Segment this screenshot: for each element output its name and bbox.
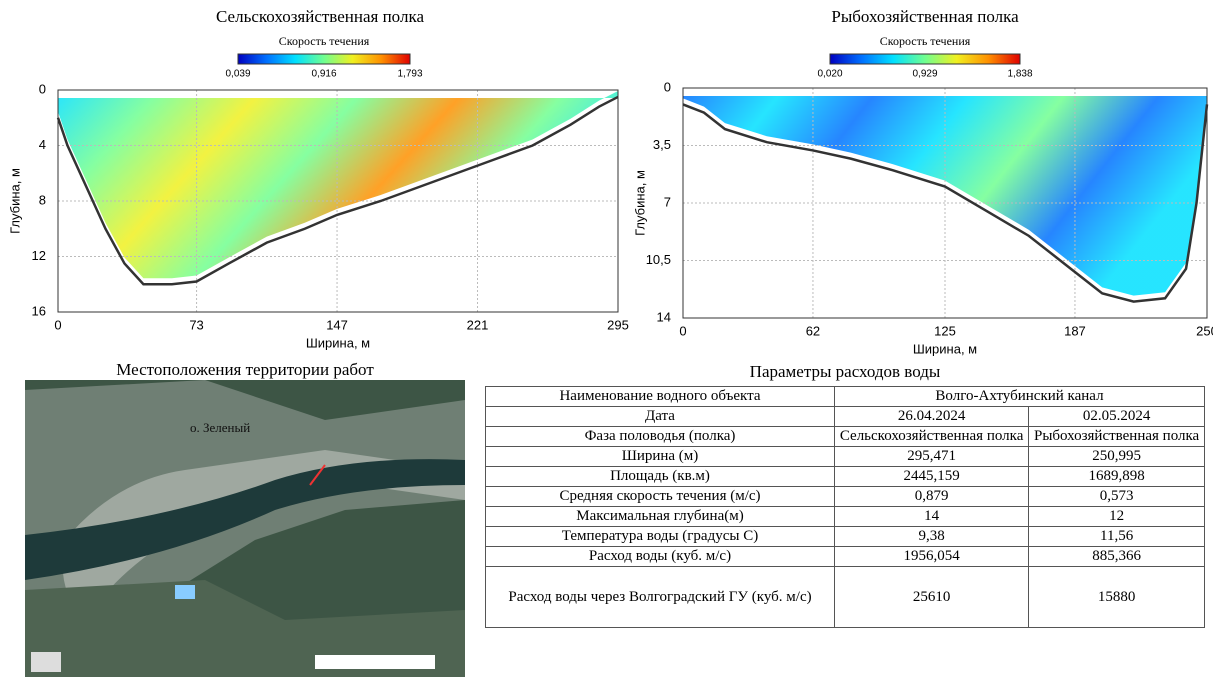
- x-tick-label: 125: [934, 323, 956, 338]
- map-section: [309, 464, 326, 486]
- table-cell: 2445,159: [833, 466, 1030, 487]
- table-cell: Площадь (кв.м): [485, 466, 835, 487]
- x-tick-label: 295: [607, 317, 629, 332]
- header-cell: Волго-Ахтубинский канал: [834, 386, 1205, 407]
- table-cell: Рыбохозяйственная полка: [1028, 426, 1205, 447]
- x-tick-label: 221: [467, 317, 489, 332]
- bottom-profile: [56, 95, 619, 286]
- table-row: Фаза половодья (полка) Сельскохозяйственн…: [485, 426, 1205, 447]
- map-river: [25, 459, 465, 580]
- table-cell: 26.04.2024: [833, 406, 1030, 427]
- table-cell: 1956,054: [833, 546, 1030, 567]
- table-row: Средняя скорость течения (м/с) 0,879 0,573: [485, 486, 1205, 507]
- table-cell: Расход воды через Волгоградский ГУ (куб.…: [485, 566, 835, 628]
- table-cell: 885,366: [1028, 546, 1205, 567]
- velocity-field: [58, 90, 618, 279]
- chart-title: Рыбохозяйственная полка: [831, 7, 1019, 26]
- table-cell: 250,995: [1028, 446, 1205, 467]
- x-axis-label: Ширина, м: [913, 341, 977, 356]
- y-tick-label: 4: [39, 137, 46, 152]
- y-tick-label: 3,5: [653, 137, 671, 152]
- table-title: Параметры расходов воды: [749, 362, 941, 381]
- colorbar-tick-label: 0,916: [311, 69, 336, 80]
- y-tick-label: 10,5: [646, 252, 671, 267]
- table-header: Наименование водного объекта Волго-Ахтуб…: [485, 386, 1205, 407]
- table-cell: Сельскохозяйственная полка: [833, 426, 1030, 447]
- y-tick-label: 0: [664, 79, 671, 94]
- table-cell: 1689,898: [1028, 466, 1205, 487]
- colorbar-title: Скорость течения: [279, 34, 370, 48]
- map-pond: [175, 585, 195, 599]
- x-tick-label: 0: [679, 323, 686, 338]
- table-row: Максимальная глубина(м) 14 12: [485, 506, 1205, 527]
- chart-title: Сельскохозяйственная полка: [216, 7, 424, 26]
- y-tick-label: 7: [664, 194, 671, 209]
- map-legend: [31, 652, 61, 672]
- colorbar-tick-label: 0,929: [912, 69, 937, 80]
- x-tick-label: 250: [1196, 323, 1213, 338]
- colorbar-tick-label: 0,039: [225, 69, 250, 80]
- table-row: Расход воды через Волгоградский ГУ (куб.…: [485, 566, 1205, 628]
- table-cell: 25610: [833, 566, 1030, 628]
- y-tick-label: 0: [39, 81, 46, 96]
- header-cell: Наименование водного объекта: [485, 386, 835, 407]
- table-cell: Фаза половодья (полка): [485, 426, 835, 447]
- y-tick-label: 12: [32, 248, 46, 263]
- x-tick-label: 73: [189, 317, 203, 332]
- colorbar-tick-label: 1,793: [397, 69, 422, 80]
- table-cell: 15880: [1028, 566, 1205, 628]
- map-title: Местоположения территории работ: [25, 360, 465, 380]
- table-cell: 11,56: [1028, 526, 1205, 547]
- charts: Сельскохозяйственная полка Скорость течен…: [7, 7, 1213, 356]
- y-tick-label: 16: [32, 303, 46, 318]
- table-cell: Средняя скорость течения (м/с): [485, 486, 835, 507]
- map-label: о. Зеленый: [190, 420, 250, 435]
- table-cell: Температура воды (градусы С): [485, 526, 835, 547]
- plot-frame: [57, 89, 619, 313]
- table-row: Ширина (м) 295,471 250,995: [485, 446, 1205, 467]
- table-cell: 295,471: [833, 446, 1030, 467]
- map-south: [25, 580, 465, 677]
- table-cell: 02.05.2024: [1028, 406, 1205, 427]
- table-row: Площадь (кв.м) 2445,159 1689,898: [485, 466, 1205, 487]
- map: о. Зеленый: [25, 360, 465, 677]
- table-row: Дата 26.04.2024 02.05.2024: [485, 406, 1205, 427]
- colorbar-title: Скорость течения: [880, 34, 971, 48]
- colorbar: [237, 53, 411, 65]
- table-row: Температура воды (градусы С) 9,38 11,56: [485, 526, 1205, 547]
- table-cell: 12: [1028, 506, 1205, 527]
- bottom-profile: [682, 103, 1209, 303]
- x-axis-label: Ширина, м: [306, 335, 370, 350]
- plot-frame: [682, 87, 1208, 319]
- table-cell: 0,879: [833, 486, 1030, 507]
- table-cell: 14: [833, 506, 1030, 527]
- y-tick-label: 14: [657, 309, 671, 324]
- x-tick-label: 187: [1064, 323, 1086, 338]
- y-axis-label: Глубина, м: [7, 168, 22, 234]
- map-scale: [315, 655, 435, 669]
- table-cell: Ширина (м): [485, 446, 835, 467]
- x-tick-label: 62: [806, 323, 820, 338]
- table-row: Расход воды (куб. м/с) 1956,054 885,366: [485, 546, 1205, 567]
- x-tick-label: 0: [54, 317, 61, 332]
- table-cell: Расход воды (куб. м/с): [485, 546, 835, 567]
- table: Наименование водного объекта Волго-Ахтуб…: [485, 386, 1205, 628]
- colorbar: [829, 53, 1021, 65]
- y-axis-label: Глубина, м: [632, 170, 647, 236]
- table-cell: 0,573: [1028, 486, 1205, 507]
- table-cell: Дата: [485, 406, 835, 427]
- x-tick-label: 147: [326, 317, 348, 332]
- map-island: [62, 450, 465, 620]
- table-cell: 9,38: [833, 526, 1030, 547]
- colorbar-tick-label: 1,838: [1007, 69, 1032, 80]
- colorbar-tick-label: 0,020: [817, 69, 842, 80]
- table-cell: Максимальная глубина(м): [485, 506, 835, 527]
- y-tick-label: 8: [39, 192, 46, 207]
